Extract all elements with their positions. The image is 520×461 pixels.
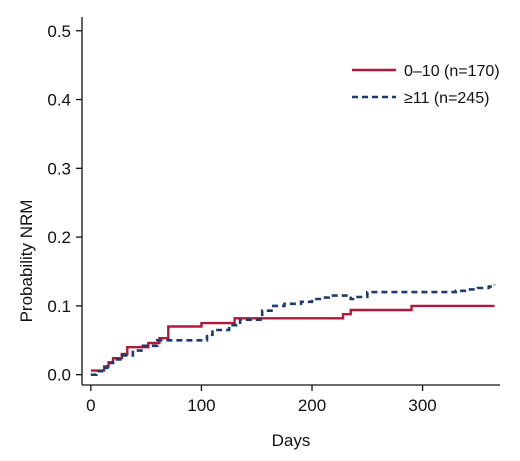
legend-label-1: ≥11 (n=245) xyxy=(404,90,489,107)
y-tick-label: 0.0 xyxy=(47,366,71,385)
y-axis-label: Probability NRM xyxy=(17,200,36,323)
x-tick-label: 0 xyxy=(86,396,95,415)
series-line-1 xyxy=(90,284,496,376)
y-tick-label: 0.2 xyxy=(47,228,71,247)
legend-label-0: 0–10 (n=170) xyxy=(404,63,500,80)
legend: 0–10 (n=170) ≥11 (n=245) xyxy=(352,63,500,107)
y-tick-label: 0.1 xyxy=(47,297,71,316)
axes: 0.0 0.1 0.2 0.3 0.4 0.5 0 100 200 300 xyxy=(47,17,500,415)
y-tick-label: 0.5 xyxy=(47,22,71,41)
x-tick-label: 200 xyxy=(298,396,326,415)
y-tick-label: 0.3 xyxy=(47,159,71,178)
x-axis-label: Days xyxy=(272,431,311,450)
series-line-0 xyxy=(90,304,495,372)
y-tick-label: 0.4 xyxy=(47,91,71,110)
series-layer xyxy=(90,284,496,376)
x-tick-label: 300 xyxy=(408,396,436,415)
x-tick-label: 100 xyxy=(187,396,215,415)
